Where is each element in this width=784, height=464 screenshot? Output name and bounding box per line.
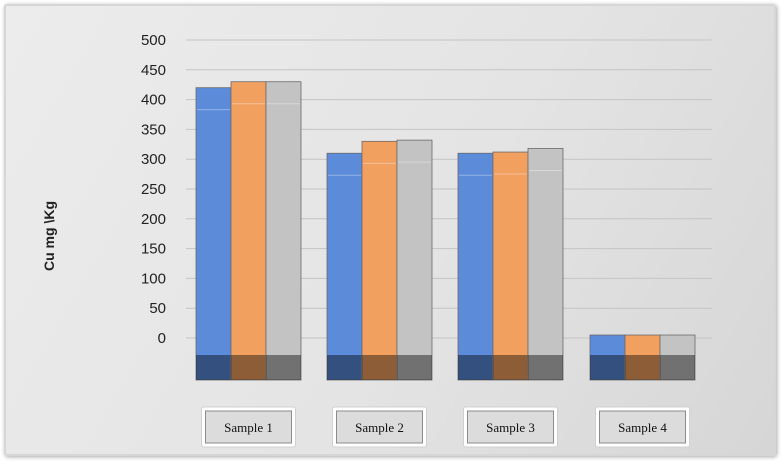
bar (265, 81, 302, 381)
category-label-box: Sample 3 (463, 406, 558, 448)
category-label: Sample 4 (618, 420, 667, 435)
y-tick-label: 150 (141, 241, 166, 258)
bar-base-shade (362, 355, 397, 380)
bar-base-shade (231, 355, 266, 380)
category-labels: Sample 1 Sample 2 Sample 3 Sample 4 (201, 406, 690, 448)
bar-base-shade (528, 355, 563, 380)
bar-base-shade (196, 355, 231, 380)
y-tick-label: 50 (149, 300, 166, 317)
y-tick-label: 350 (141, 121, 166, 138)
bar-body (230, 81, 267, 381)
bar-base-shade (327, 355, 362, 380)
bar (527, 148, 564, 381)
y-tick-label: 100 (141, 270, 166, 287)
bar (396, 139, 433, 381)
category-label-box: Sample 4 (595, 406, 690, 448)
bar-body (361, 140, 398, 381)
bar (589, 334, 626, 381)
bar-base-shade (458, 355, 493, 380)
category-box-inner (467, 410, 554, 444)
category-box-inner (336, 410, 423, 444)
y-tick-label: 200 (141, 211, 166, 228)
bar (492, 151, 529, 381)
y-tick-label: 250 (141, 181, 166, 198)
y-tick-label: 300 (141, 151, 166, 168)
bar-body (659, 334, 696, 381)
bar-base-shade (397, 355, 432, 380)
bar (361, 140, 398, 381)
bar-base-shade (266, 355, 301, 380)
bar-base-shade (493, 355, 528, 380)
category-label: Sample 3 (486, 420, 535, 435)
category-label-box: Sample 2 (332, 406, 427, 448)
bar (457, 152, 494, 381)
bar-base-shade (660, 355, 695, 380)
bar (624, 334, 661, 381)
bar-body (195, 87, 232, 381)
bar (230, 81, 267, 381)
y-axis-title: Cu mg \Kg (41, 201, 57, 271)
category-box-inner (205, 410, 292, 444)
y-axis-ticks: 0 50 100 150 200 250 300 350 400 450 500 (141, 32, 166, 347)
y-tick-label: 400 (141, 92, 166, 109)
bar (659, 334, 696, 381)
bars (195, 81, 696, 381)
bar (195, 87, 232, 381)
category-box-inner (599, 410, 686, 444)
bar-base-shade (590, 355, 625, 380)
category-label-box: Sample 1 (201, 406, 296, 448)
bar-body (396, 139, 433, 381)
bar-body (265, 81, 302, 381)
category-label: Sample 1 (224, 420, 273, 435)
y-tick-label: 0 (158, 330, 166, 347)
bar-body (326, 152, 363, 381)
y-tick-label: 450 (141, 62, 166, 79)
bar-body (527, 148, 564, 381)
bar-body (457, 152, 494, 381)
bar-body (492, 151, 529, 381)
bar (326, 152, 363, 381)
y-tick-label: 500 (141, 32, 166, 49)
bar-base-shade (625, 355, 660, 380)
category-label: Sample 2 (355, 420, 404, 435)
